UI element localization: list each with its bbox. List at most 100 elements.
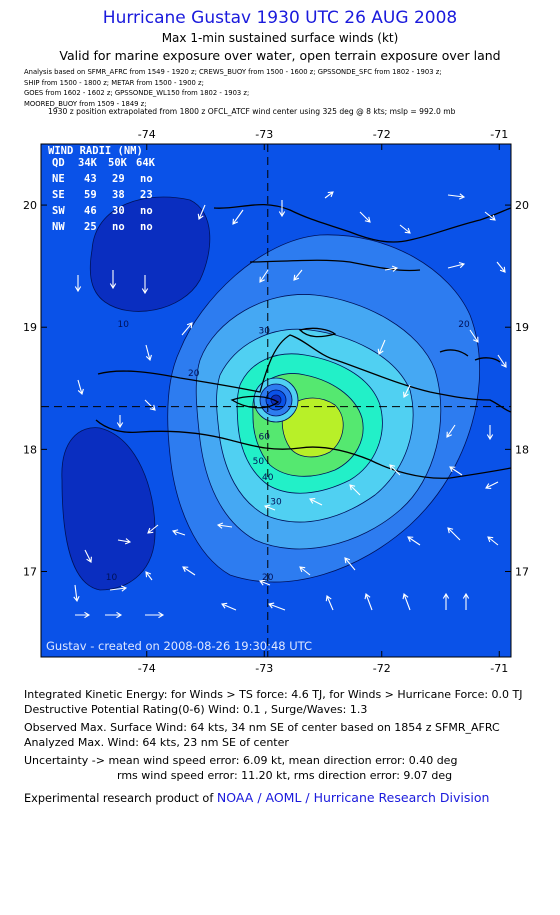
tortuga-island [298, 327, 337, 338]
radii-row: SW 46 30 no [52, 205, 153, 217]
contour-label: 30 [270, 497, 282, 507]
wind-vectors [73, 191, 507, 619]
analysis-source-line: Analysis based on SFMR_AFRC from 1549 - … [24, 68, 442, 76]
wind-arrow [403, 384, 411, 398]
radii-header: QD 34K 50K 64K [52, 157, 156, 169]
radii-title: WIND RADII (NM) [48, 145, 143, 157]
wind-arrow [407, 536, 421, 546]
analysis-sources: Analysis based on SFMR_AFRC from 1549 - … [24, 67, 559, 109]
radii-row: NW 25 no no [52, 221, 153, 233]
y-tick-label-right: 19 [515, 321, 529, 334]
wind-arrow [389, 464, 401, 476]
wind-arrow [359, 211, 371, 223]
wind-arrow [449, 466, 463, 476]
wind-arrow [446, 424, 456, 438]
wind-arrow [309, 498, 323, 506]
wind-arrow [402, 592, 411, 611]
noaa-link[interactable]: NOAA / AOML / Hurricane Research Divisio… [216, 790, 490, 805]
y-tick-label-left: 18 [23, 443, 37, 456]
wind-contours [61, 196, 481, 591]
y-tick-label-right: 17 [515, 566, 529, 579]
validity-note: Valid for marine exposure over water, op… [59, 48, 501, 63]
x-tick-label-bottom: -72 [373, 662, 391, 675]
wind-arrow [117, 538, 132, 545]
wind-arrow [181, 322, 193, 336]
wind-arrow [171, 529, 186, 536]
y-tick-label-right: 20 [515, 199, 529, 212]
x-tick-label-bottom: -73 [255, 662, 273, 675]
axis-ticks [41, 144, 511, 657]
wind-arrow [487, 536, 499, 546]
x-tick-label-bottom: -74 [138, 662, 156, 675]
footer-credit: Experimental research product of NOAA / … [24, 790, 489, 805]
wind-arrow [469, 329, 479, 343]
y-tick-label-right: 18 [515, 443, 529, 456]
eye-center [270, 394, 282, 406]
page-title: Hurricane Gustav 1930 UTC 26 AUG 2008 [102, 8, 458, 28]
wind-radii-table: WIND RADII (NM) QD 34K 50K 64K NE 43 29 no SE 5… [48, 145, 156, 233]
wind-arrow [116, 415, 124, 429]
y-tick-label-left: 17 [23, 566, 37, 579]
analysis-source-line: GOES from 1602 - 1602 z; GPSSONDE_WL150 … [24, 89, 250, 97]
wind-arrow [325, 595, 334, 611]
wind-arrow [74, 275, 82, 293]
wind-arrow [197, 204, 206, 220]
uncertainty-line-1: Uncertainty -> mean wind speed error: 6.… [24, 754, 458, 767]
wind-arrow [442, 592, 450, 610]
gonave-island [230, 395, 280, 409]
x-tick-label-top: -73 [255, 128, 273, 141]
wind-arrow [486, 425, 494, 441]
wind-arrow [447, 527, 461, 541]
contour-label: 40 [262, 473, 274, 483]
axis-tick-labels: -74 -74 -73 -73 -72 -72 -71 -71 20 20 19 19 18 18 17 17 [23, 128, 529, 675]
contour-label: 60 [259, 433, 271, 443]
wind-arrow [264, 504, 276, 511]
contour-label: 10 [118, 320, 130, 330]
wind-arrow [145, 611, 165, 619]
contour-label: 20 [188, 369, 200, 379]
y-tick-label-left: 19 [23, 321, 37, 334]
wind-arrow [349, 484, 361, 496]
wind-arrow [109, 585, 128, 592]
wind-arrow [497, 354, 507, 368]
analyzed-max-wind: Analyzed Max. Wind: 64 kts, 23 nm SE of … [24, 736, 289, 749]
wind-arrow [462, 592, 470, 610]
wind-arrow [364, 592, 373, 611]
wind-arrow [232, 209, 244, 225]
wind-arrow [447, 261, 466, 269]
cuba-south-coastline [249, 259, 421, 272]
radii-row: SE 59 38 23 [52, 189, 153, 201]
wind-arrow [77, 379, 84, 396]
wind-arrow [259, 579, 271, 586]
wind-arrow [84, 549, 92, 563]
wind-arrow [75, 611, 91, 619]
wind-arrow [267, 602, 286, 611]
ike-stat: Integrated Kinetic Energy: for Winds > T… [24, 688, 523, 701]
wind-arrow [147, 524, 159, 534]
wind-arrow [344, 557, 356, 571]
contour-label: 10 [106, 573, 118, 583]
x-tick-label-top: -71 [490, 128, 508, 141]
wind-arrow [141, 275, 149, 295]
low-wind-area-north [89, 196, 211, 312]
contour-label: 50 [253, 457, 265, 467]
radii-row: NE 43 29 no [52, 173, 153, 185]
wind-arrow [293, 269, 303, 281]
wind-arrow [384, 265, 399, 272]
wind-arrow [485, 481, 499, 489]
analysis-source-line: MOORED_BUOY from 1509 - 1849 z; [24, 99, 147, 108]
cuba-coastline [213, 204, 511, 243]
wind-arrow [399, 224, 411, 234]
wind-arrow [144, 399, 156, 411]
wind-arrow [109, 270, 117, 290]
wind-arrow [278, 200, 286, 218]
plot-frame [40, 143, 512, 658]
low-wind-area-south [61, 427, 156, 591]
wind-arrow [324, 191, 334, 199]
coastlines [95, 204, 511, 479]
wind-arrow [216, 522, 233, 529]
wind-arrow [221, 602, 237, 611]
observed-max-wind: Observed Max. Surface Wind: 64 kts, 34 n… [24, 721, 500, 734]
contour-label: 20 [458, 320, 470, 330]
y-tick-label-left: 20 [23, 199, 37, 212]
